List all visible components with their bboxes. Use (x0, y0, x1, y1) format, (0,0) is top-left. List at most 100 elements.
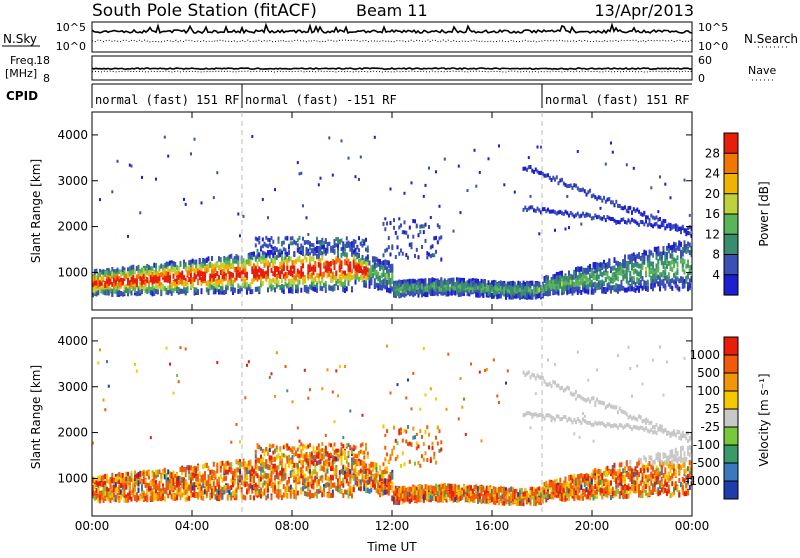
range-cell (267, 250, 269, 255)
range-cell (376, 257, 378, 262)
range-cell (202, 483, 204, 488)
range-cell (292, 489, 294, 494)
range-cell (278, 454, 280, 458)
range-cell (393, 226, 395, 230)
range-cell (645, 281, 647, 286)
range-cell (680, 242, 682, 247)
range-cell (526, 295, 528, 300)
range-cell (292, 472, 294, 477)
range-cell (281, 256, 283, 261)
range-cell (589, 282, 591, 287)
range-cell (593, 290, 595, 295)
range-cell (348, 157, 350, 160)
range-cell (152, 280, 154, 285)
range-cell (264, 488, 266, 493)
range-cell (271, 279, 273, 284)
range-cell (260, 488, 262, 493)
range-cell (386, 274, 388, 279)
range-cell (150, 436, 152, 439)
range-cell (295, 463, 297, 468)
range-cell (162, 273, 164, 278)
range-cell (171, 472, 173, 477)
range-cell (579, 281, 581, 286)
range-cell (351, 269, 353, 274)
range-cell (257, 473, 259, 478)
range-cell (425, 223, 427, 227)
range-cell (425, 281, 427, 286)
range-cell (152, 272, 154, 277)
range-cell (250, 495, 252, 500)
range-cell (327, 266, 329, 271)
range-cell (687, 274, 689, 279)
range-cell (271, 483, 273, 488)
range-cell (670, 227, 672, 231)
range-cell (274, 464, 276, 469)
range-cell (113, 272, 115, 277)
range-cell (257, 249, 259, 253)
range-cell (390, 221, 392, 225)
range-cell (162, 494, 164, 499)
range-cell (188, 475, 190, 480)
range-cell (251, 135, 253, 138)
range-cell (286, 389, 288, 392)
range-cell (229, 281, 231, 286)
range-cell (537, 286, 539, 291)
range-cell (113, 493, 115, 498)
range-cell (689, 283, 691, 288)
range-cell (264, 480, 266, 485)
range-cell (110, 484, 112, 489)
range-cell (610, 277, 612, 282)
range-cell (260, 259, 262, 264)
range-cell (145, 271, 147, 276)
range-cell (174, 267, 176, 272)
range-cell (386, 248, 388, 252)
range-cell (286, 237, 288, 241)
range-cell (645, 220, 647, 224)
range-cell (136, 370, 138, 373)
range-cell (124, 478, 126, 483)
range-cell (185, 497, 187, 502)
range-cell (628, 255, 630, 260)
range-cell (649, 218, 651, 222)
range-cell (607, 283, 609, 288)
range-cell (631, 218, 633, 222)
range-cell (103, 276, 105, 281)
range-cell (302, 280, 304, 285)
range-cell (579, 272, 581, 277)
range-cell (446, 292, 448, 297)
range-cell (341, 253, 343, 258)
range-cell (628, 206, 630, 210)
range-cell (218, 485, 220, 490)
range-cell (218, 477, 220, 482)
range-cell (292, 272, 294, 277)
range-cell (141, 279, 143, 284)
range-cell (218, 275, 220, 280)
range-cell (330, 493, 332, 498)
range-cell (484, 289, 486, 294)
range-cell (318, 443, 320, 447)
range-cell (192, 476, 194, 481)
range-cell (435, 250, 437, 254)
range-cell (271, 495, 273, 500)
range-cell (285, 255, 287, 260)
range-cell (295, 275, 297, 280)
range-cell (572, 287, 574, 292)
range-cell (215, 282, 217, 287)
range-cell (199, 270, 201, 275)
range-cell (300, 288, 302, 293)
range-cell (257, 486, 259, 491)
range-cell (178, 287, 180, 292)
range-cell (208, 289, 210, 294)
range-cell (565, 210, 567, 214)
range-cell (306, 257, 308, 262)
range-cell (659, 217, 661, 221)
range-cell (456, 287, 458, 292)
range-cell (351, 250, 353, 255)
range-cell (299, 280, 301, 285)
range-cell (432, 253, 434, 257)
range-cell (174, 478, 176, 483)
range-cell (148, 265, 150, 270)
range-cell (386, 222, 388, 226)
range-cell (138, 291, 140, 296)
range-cell (631, 256, 633, 261)
